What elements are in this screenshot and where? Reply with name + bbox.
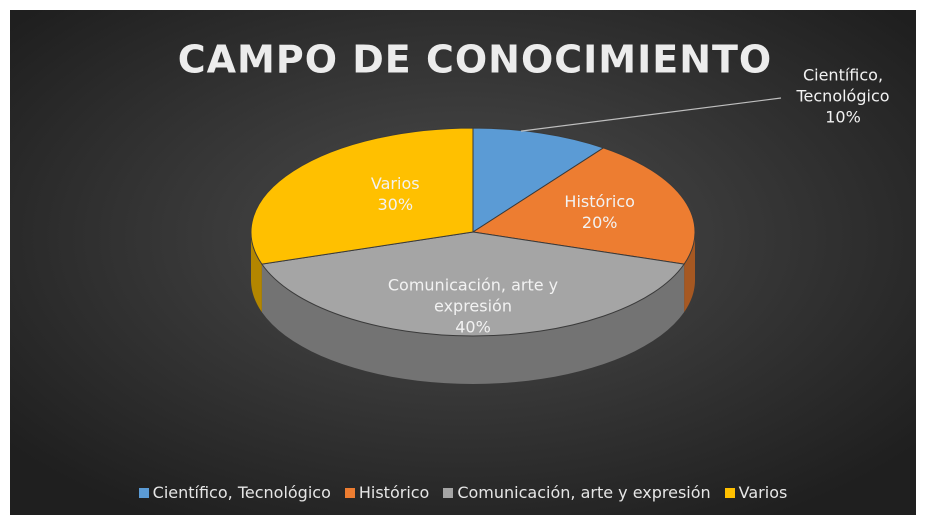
label-value: 10% — [825, 107, 861, 127]
slice — [472, 127, 605, 233]
data-label: Varios 30% — [371, 173, 420, 215]
legend-item: Científico, Tecnológico — [138, 483, 331, 502]
label-value: 30% — [377, 195, 414, 215]
slice-side — [684, 232, 695, 313]
slice-side — [261, 264, 685, 384]
legend-label: Varios — [738, 483, 788, 502]
legend-label: Comunicación, arte y expresión — [457, 483, 711, 502]
slice-side — [251, 232, 262, 313]
legend-swatch — [344, 487, 355, 498]
legend-label: Histórico — [358, 483, 430, 502]
label-value: 20% — [581, 213, 618, 233]
legend-swatch — [138, 487, 149, 498]
data-label: Comunicación, arte y expresión 40% — [378, 275, 568, 338]
leader-line — [520, 97, 782, 132]
label-category: Comunicación, arte y expresión — [387, 275, 559, 316]
data-label: Histórico 20% — [564, 191, 634, 233]
slice — [471, 147, 696, 265]
data-label: Científico, Tecnológico 10% — [796, 65, 889, 128]
chart-title: CAMPO DE CONOCIMIENTO — [178, 38, 773, 82]
legend-label: Científico, Tecnológico — [152, 483, 331, 502]
legend-swatch — [724, 487, 735, 498]
legend: Científico, Tecnológico Histórico Comunica… — [10, 483, 916, 502]
slice — [260, 231, 686, 337]
legend-swatch — [443, 487, 454, 498]
label-category: Científico, Tecnológico — [796, 65, 890, 106]
label-category: Histórico — [564, 192, 635, 212]
label-category: Varios — [370, 174, 420, 194]
legend-item: Varios — [724, 483, 788, 502]
legend-item: Histórico — [344, 483, 430, 502]
slice — [250, 127, 474, 265]
label-value: 40% — [455, 317, 491, 337]
legend-item: Comunicación, arte y expresión — [443, 483, 711, 502]
pie — [250, 97, 782, 384]
